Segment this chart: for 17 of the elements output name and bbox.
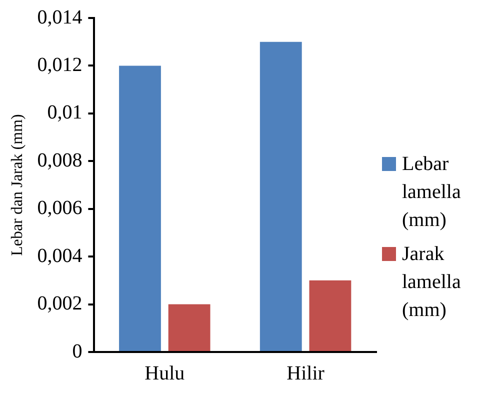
legend-label: Jarak lamella (mm)	[402, 242, 462, 323]
bar	[309, 280, 352, 351]
y-axis-title: Lebar dan Jarak (mm)	[8, 114, 26, 256]
y-tick-label: 0,012	[37, 54, 82, 76]
y-tick-label: 0	[72, 340, 82, 362]
bar	[168, 304, 210, 351]
bar	[119, 66, 161, 351]
y-tick-label: 0,002	[37, 292, 82, 315]
y-tick-label: 0,006	[37, 197, 82, 220]
y-tick-label: 0,008	[37, 149, 82, 172]
x-tick-label: Hilir	[286, 362, 325, 384]
legend-label: Lebar lamella (mm)	[402, 152, 462, 233]
y-tick-label: 0,014	[37, 6, 82, 28]
x-tick-label: Hulu	[144, 362, 185, 384]
bar	[260, 42, 302, 351]
y-tick-label: 0,01	[47, 102, 82, 124]
y-tick-label: 0,004	[37, 244, 82, 267]
